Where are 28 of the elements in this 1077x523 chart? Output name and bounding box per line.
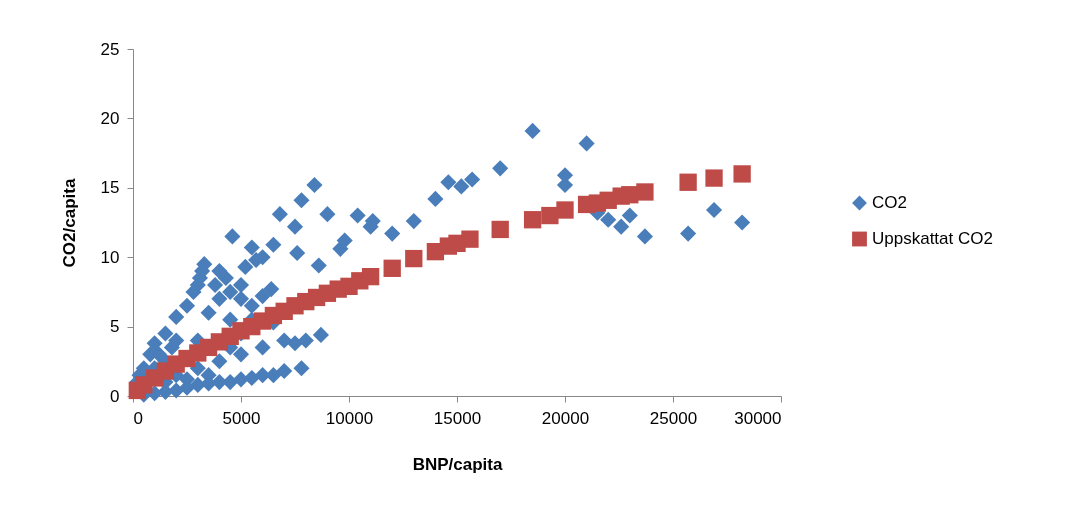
point bbox=[556, 201, 574, 219]
x-tick-label: 20000 bbox=[541, 408, 590, 428]
x-tick-label: 0 bbox=[133, 408, 143, 428]
x-tick-label: 15000 bbox=[433, 408, 482, 428]
y-tick-label: 5 bbox=[110, 317, 120, 337]
y-tick-label: 25 bbox=[100, 39, 120, 59]
point bbox=[383, 259, 401, 277]
y-tick-label: 10 bbox=[100, 247, 120, 267]
legend-label: Uppskattat CO2 bbox=[872, 229, 993, 248]
legend-label: CO2 bbox=[872, 193, 907, 212]
x-axis-title: BNP/capita bbox=[412, 454, 503, 474]
y-tick-label: 20 bbox=[100, 108, 120, 128]
point bbox=[361, 267, 380, 286]
x-tick-label: 10000 bbox=[325, 408, 374, 428]
y-tick-label: 15 bbox=[100, 178, 120, 198]
x-tick-label: 30000 bbox=[734, 408, 782, 428]
point bbox=[705, 169, 723, 187]
point bbox=[733, 165, 751, 183]
x-tick-label: 25000 bbox=[649, 408, 698, 428]
y-axis-title: CO2/capita bbox=[59, 178, 79, 268]
point bbox=[523, 211, 542, 229]
point bbox=[491, 220, 509, 239]
point bbox=[405, 249, 423, 268]
x-tick-label: 5000 bbox=[222, 408, 261, 428]
point bbox=[679, 173, 697, 191]
y-tick-label: 0 bbox=[110, 386, 120, 406]
point bbox=[636, 183, 654, 201]
point bbox=[461, 230, 479, 248]
